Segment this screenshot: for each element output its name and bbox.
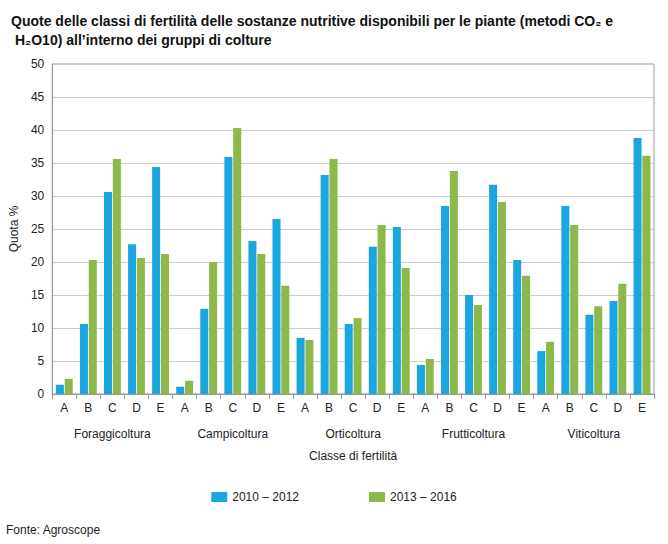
svg-text:Classe di fertilità: Classe di fertilità bbox=[309, 449, 397, 463]
svg-text:C: C bbox=[469, 401, 478, 415]
svg-text:5: 5 bbox=[38, 354, 45, 368]
svg-text:E: E bbox=[397, 401, 405, 415]
svg-text:A: A bbox=[542, 401, 550, 415]
svg-text:A: A bbox=[181, 401, 189, 415]
svg-text:H₂O10) all’interno dei gruppi: H₂O10) all’interno dei gruppi di colture bbox=[11, 32, 272, 48]
svg-text:Quota %: Quota % bbox=[7, 205, 21, 252]
svg-text:B: B bbox=[325, 401, 333, 415]
svg-text:Viticoltura: Viticoltura bbox=[568, 427, 621, 441]
svg-text:20: 20 bbox=[31, 255, 45, 269]
svg-text:D: D bbox=[132, 401, 141, 415]
svg-text:Frutticoltura: Frutticoltura bbox=[442, 427, 506, 441]
svg-text:Fonte: Agroscope: Fonte: Agroscope bbox=[6, 523, 100, 537]
svg-text:45: 45 bbox=[31, 90, 45, 104]
svg-text:E: E bbox=[638, 401, 646, 415]
svg-text:C: C bbox=[228, 401, 237, 415]
svg-text:15: 15 bbox=[31, 288, 45, 302]
svg-text:2010 – 2012: 2010 – 2012 bbox=[232, 490, 299, 504]
svg-text:B: B bbox=[84, 401, 92, 415]
svg-text:B: B bbox=[445, 401, 453, 415]
svg-text:35: 35 bbox=[31, 156, 45, 170]
svg-text:A: A bbox=[301, 401, 309, 415]
svg-text:Campicoltura: Campicoltura bbox=[197, 427, 268, 441]
svg-text:40: 40 bbox=[31, 123, 45, 137]
svg-text:A: A bbox=[421, 401, 429, 415]
svg-text:C: C bbox=[108, 401, 117, 415]
svg-text:30: 30 bbox=[31, 189, 45, 203]
svg-text:B: B bbox=[205, 401, 213, 415]
svg-text:E: E bbox=[277, 401, 285, 415]
svg-text:D: D bbox=[373, 401, 382, 415]
svg-text:10: 10 bbox=[31, 321, 45, 335]
svg-text:0: 0 bbox=[38, 387, 45, 401]
svg-text:D: D bbox=[493, 401, 502, 415]
svg-text:C: C bbox=[349, 401, 358, 415]
svg-text:Quote delle classi di fertilit: Quote delle classi di fertilità delle so… bbox=[11, 13, 613, 29]
svg-text:C: C bbox=[589, 401, 598, 415]
svg-text:A: A bbox=[60, 401, 68, 415]
svg-text:Orticoltura: Orticoltura bbox=[325, 427, 381, 441]
svg-text:50: 50 bbox=[31, 57, 45, 71]
svg-text:D: D bbox=[253, 401, 262, 415]
svg-text:D: D bbox=[614, 401, 623, 415]
svg-text:Foraggicoltura: Foraggicoltura bbox=[74, 427, 151, 441]
svg-text:E: E bbox=[518, 401, 526, 415]
svg-text:E: E bbox=[157, 401, 165, 415]
svg-text:2013 – 2016: 2013 – 2016 bbox=[390, 490, 457, 504]
svg-text:B: B bbox=[566, 401, 574, 415]
svg-text:25: 25 bbox=[31, 222, 45, 236]
